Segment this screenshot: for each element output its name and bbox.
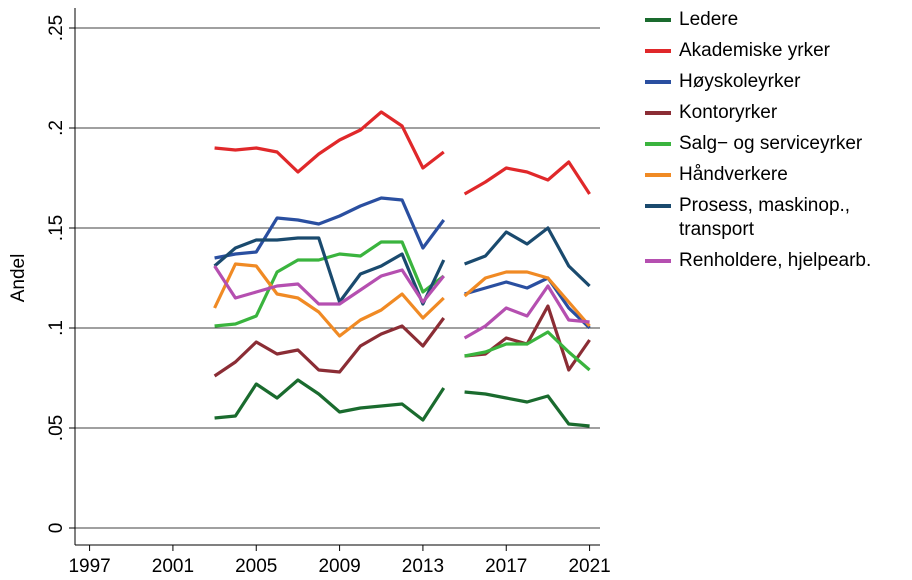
legend: Ledere Akademiske yrker Høyskoleyrker Konto… [645, 8, 907, 280]
x-tick-label: 2013 [402, 556, 444, 577]
chart: Andel 0 .05 .1 .15 .2 .25 1997 2001 2005 2009 2013… [8, 8, 611, 577]
x-tick-label: 2009 [318, 556, 360, 577]
series-line [213, 262, 591, 338]
legend-label: Håndverkere [679, 164, 788, 185]
legend-label: Akademiske yrker [679, 40, 830, 61]
x-tick-label: 2001 [152, 556, 194, 577]
legend-label: Salg− og serviceyrker [679, 133, 863, 154]
legend-swatch [645, 49, 671, 53]
legend-item: Kontoryrker [645, 101, 907, 125]
y-tick-label: .05 [46, 415, 67, 441]
legend-label: Renholdere, hjelpearb. [679, 250, 872, 271]
legend-item: Prosess, maskinop., transport [645, 194, 907, 242]
legend-label: Høyskoleyrker [679, 71, 801, 92]
legend-swatch [645, 259, 671, 263]
x-tick-label: 2021 [568, 556, 610, 577]
y-tick-label: 0 [46, 523, 67, 534]
series-line [214, 110, 591, 196]
legend-item: Salg− og serviceyrker [645, 132, 907, 156]
series-line [213, 265, 590, 340]
x-tick-label: 1997 [68, 556, 110, 577]
x-tick-label: 2005 [235, 556, 277, 577]
legend-swatch [645, 80, 671, 84]
legend-swatch [645, 142, 671, 146]
legend-swatch [645, 18, 671, 22]
x-tick-label: 2017 [485, 556, 527, 577]
legend-item: Akademiske yrker [645, 39, 907, 63]
legend-item: Ledere [645, 8, 907, 32]
y-tick-label: .25 [46, 15, 67, 41]
y-tick-label: .1 [46, 320, 67, 336]
legend-label: Prosess, maskinop., transport [679, 195, 851, 240]
legend-label: Ledere [679, 9, 739, 30]
series-line [214, 240, 591, 372]
legend-label: Kontoryrker [679, 102, 778, 123]
legend-item: Håndverkere [645, 163, 907, 187]
legend-swatch [645, 204, 671, 208]
series-line [214, 196, 591, 330]
series-line [213, 226, 591, 306]
series-line [214, 378, 590, 428]
legend-swatch [645, 111, 671, 115]
legend-item: Høyskoleyrker [645, 70, 907, 94]
y-tick-label: .2 [46, 120, 67, 136]
y-axis-label: Andel [8, 254, 29, 303]
legend-item: Renholdere, hjelpearb. [645, 249, 907, 273]
legend-swatch [645, 173, 671, 177]
y-tick-label: .15 [46, 215, 67, 241]
